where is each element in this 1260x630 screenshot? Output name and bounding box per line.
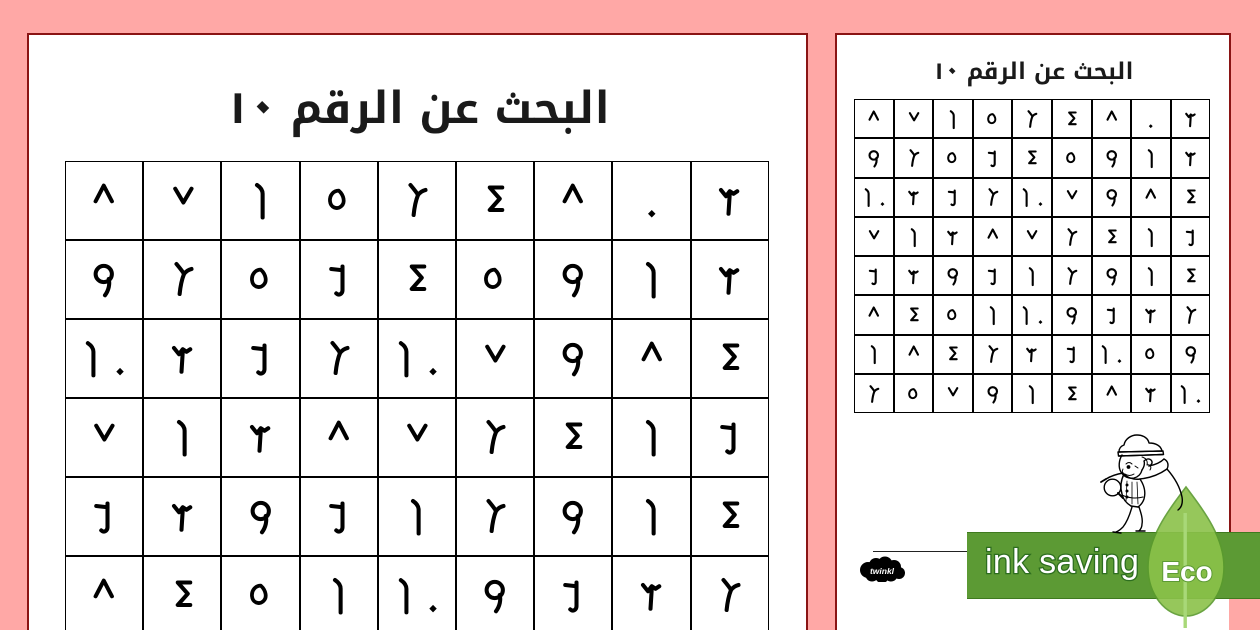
svg-text:Eco: Eco <box>1161 556 1212 587</box>
svg-text:twinkl: twinkl <box>870 566 895 576</box>
